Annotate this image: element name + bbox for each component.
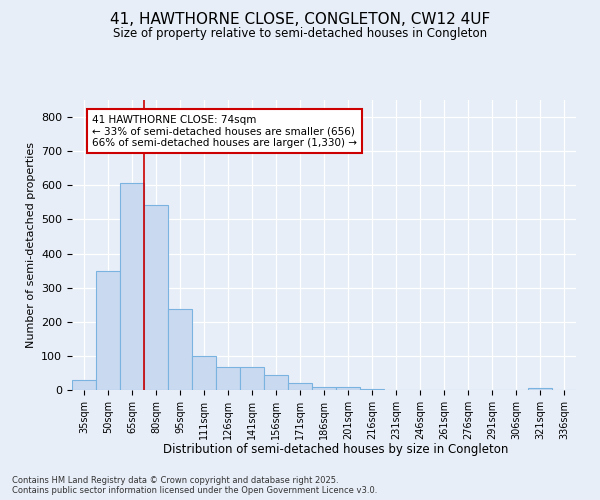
Bar — [336, 386, 360, 390]
Bar — [528, 388, 552, 390]
Text: 41 HAWTHORNE CLOSE: 74sqm
← 33% of semi-detached houses are smaller (656)
66% of: 41 HAWTHORNE CLOSE: 74sqm ← 33% of semi-… — [92, 114, 357, 148]
Bar — [216, 367, 240, 390]
Bar — [288, 383, 312, 390]
Text: Distribution of semi-detached houses by size in Congleton: Distribution of semi-detached houses by … — [163, 442, 509, 456]
Bar — [144, 205, 168, 390]
Y-axis label: Number of semi-detached properties: Number of semi-detached properties — [26, 142, 35, 348]
Bar — [240, 367, 264, 390]
Bar — [72, 380, 96, 390]
Bar — [312, 388, 336, 390]
Text: Size of property relative to semi-detached houses in Congleton: Size of property relative to semi-detach… — [113, 28, 487, 40]
Text: 41, HAWTHORNE CLOSE, CONGLETON, CW12 4UF: 41, HAWTHORNE CLOSE, CONGLETON, CW12 4UF — [110, 12, 490, 28]
Bar — [168, 309, 192, 390]
Text: Contains HM Land Registry data © Crown copyright and database right 2025.
Contai: Contains HM Land Registry data © Crown c… — [12, 476, 377, 495]
Bar — [192, 356, 216, 390]
Bar — [264, 374, 288, 390]
Bar — [96, 270, 120, 390]
Bar — [120, 183, 144, 390]
